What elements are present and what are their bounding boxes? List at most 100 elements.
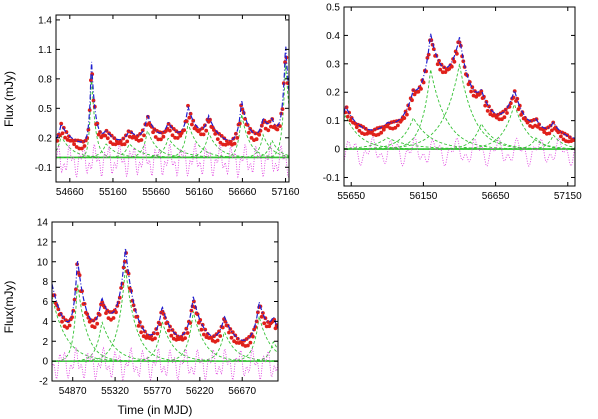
y-tick-label-2: 2 bbox=[42, 337, 48, 348]
observed-point-150 bbox=[438, 67, 443, 72]
plot-frame bbox=[343, 6, 576, 187]
flare-component-8 bbox=[344, 134, 575, 150]
observed-point-6 bbox=[345, 114, 350, 119]
observed-point-210 bbox=[190, 122, 194, 127]
observed-point-120 bbox=[419, 87, 423, 91]
observed-point-186 bbox=[166, 328, 171, 333]
observed-point-358 bbox=[285, 81, 289, 85]
observed-point-102 bbox=[407, 106, 412, 111]
observed-point-346 bbox=[278, 124, 282, 128]
y-tick-label-2: 0.1 bbox=[326, 116, 340, 127]
x-tick-label-3: 56220 bbox=[186, 386, 214, 397]
observed-point-136 bbox=[142, 133, 146, 138]
observed-point-28 bbox=[72, 142, 76, 147]
observed-point-24 bbox=[357, 128, 362, 133]
y-tick-label-3: 4 bbox=[42, 317, 48, 328]
observed-point-40 bbox=[80, 146, 84, 151]
observed-point-14 bbox=[63, 135, 67, 140]
observed-point-148 bbox=[437, 58, 441, 63]
observed-point-228 bbox=[201, 132, 206, 137]
observed-point-106 bbox=[410, 98, 414, 103]
observed-point-10 bbox=[60, 131, 65, 136]
observed-point-106 bbox=[122, 142, 127, 147]
observed-point-248 bbox=[205, 332, 210, 336]
observed-point-44 bbox=[77, 273, 82, 278]
observed-point-202 bbox=[184, 119, 189, 124]
observed-point-190 bbox=[169, 333, 174, 338]
observed-point-358 bbox=[571, 138, 575, 142]
y-axis-label-2: Flux(mJy) bbox=[2, 281, 16, 334]
observed-point-126 bbox=[135, 134, 140, 138]
observed-point-296 bbox=[235, 336, 240, 341]
plot-area bbox=[56, 46, 289, 179]
observed-point-132 bbox=[426, 52, 431, 57]
observed-point-166 bbox=[161, 134, 166, 139]
observed-point-242 bbox=[202, 332, 206, 337]
observed-point-84 bbox=[108, 140, 113, 145]
residual-line bbox=[344, 136, 575, 167]
observed-point-206 bbox=[187, 115, 192, 120]
x-tick-label-1: 56150 bbox=[410, 191, 438, 202]
x-tick-label-1: 55320 bbox=[101, 386, 129, 397]
y-tick-label-5: 0.4 bbox=[326, 31, 340, 42]
observed-point-62 bbox=[381, 127, 386, 132]
observed-point-182 bbox=[171, 126, 176, 131]
flare-component-3 bbox=[52, 266, 278, 362]
observed-point-250 bbox=[215, 137, 220, 142]
x-tick-label-4: 56670 bbox=[228, 386, 256, 397]
observed-point-68 bbox=[98, 130, 102, 134]
observed-point-168 bbox=[449, 64, 454, 69]
observed-point-296 bbox=[245, 123, 250, 127]
y-tick-label-0: -2 bbox=[39, 377, 48, 388]
y-tick-label-6: 10 bbox=[37, 257, 49, 268]
observed-point-268 bbox=[218, 334, 223, 338]
y-tick-label-8: 14 bbox=[37, 218, 49, 229]
flare-component-0 bbox=[344, 115, 575, 150]
observed-point-338 bbox=[559, 134, 563, 139]
observed-point-238 bbox=[208, 117, 212, 122]
model-total-line bbox=[52, 248, 278, 341]
observed-point-334 bbox=[259, 314, 264, 319]
residual-line bbox=[52, 346, 278, 381]
observed-point-52 bbox=[87, 108, 92, 112]
x-tick-label-2: 56650 bbox=[482, 191, 510, 202]
observed-point-114 bbox=[121, 265, 126, 270]
observed-point-198 bbox=[469, 89, 473, 94]
observed-point-20 bbox=[67, 134, 71, 139]
observed-point-338 bbox=[262, 321, 267, 326]
observed-point-354 bbox=[283, 60, 287, 65]
observed-point-212 bbox=[183, 336, 188, 340]
observed-point-162 bbox=[159, 137, 163, 142]
x-tick-label-0: 54870 bbox=[59, 386, 87, 397]
observed-point-54 bbox=[89, 78, 93, 83]
observed-point-328 bbox=[266, 128, 271, 133]
observed-point-80 bbox=[393, 125, 398, 130]
observed-point-72 bbox=[95, 321, 100, 326]
observed-point-254 bbox=[218, 140, 223, 145]
x-tick-label-5: 57160 bbox=[272, 187, 300, 198]
plot-frame bbox=[55, 14, 290, 183]
observed-point-250 bbox=[502, 115, 507, 120]
observed-point-150 bbox=[151, 130, 156, 135]
observed-point-330 bbox=[267, 119, 272, 124]
x-tick-label-0: 55650 bbox=[337, 191, 365, 202]
observed-point-176 bbox=[168, 128, 172, 133]
observed-point-262 bbox=[214, 332, 219, 337]
observed-point-232 bbox=[204, 128, 209, 133]
observed-point-316 bbox=[248, 340, 253, 345]
residual-line bbox=[56, 142, 289, 179]
observed-point-238 bbox=[199, 327, 204, 332]
observed-point-136 bbox=[135, 314, 140, 319]
observed-point-342 bbox=[275, 127, 280, 132]
panel-bottom-left: -2 0 2 4 6 8 10 12 14 54870 55320 55770 56220 56670 bbox=[37, 218, 279, 397]
observed-point-116 bbox=[416, 89, 421, 94]
observed-point-320 bbox=[547, 131, 552, 136]
y-tick-label-4: 1.1 bbox=[38, 45, 52, 56]
observed-point-172 bbox=[452, 59, 457, 64]
x-tick-label-4: 56660 bbox=[228, 187, 256, 198]
observed-point-272 bbox=[516, 107, 521, 112]
flare-component-3 bbox=[344, 69, 575, 150]
observed-point-28 bbox=[67, 323, 72, 328]
model-total-line bbox=[344, 33, 575, 139]
